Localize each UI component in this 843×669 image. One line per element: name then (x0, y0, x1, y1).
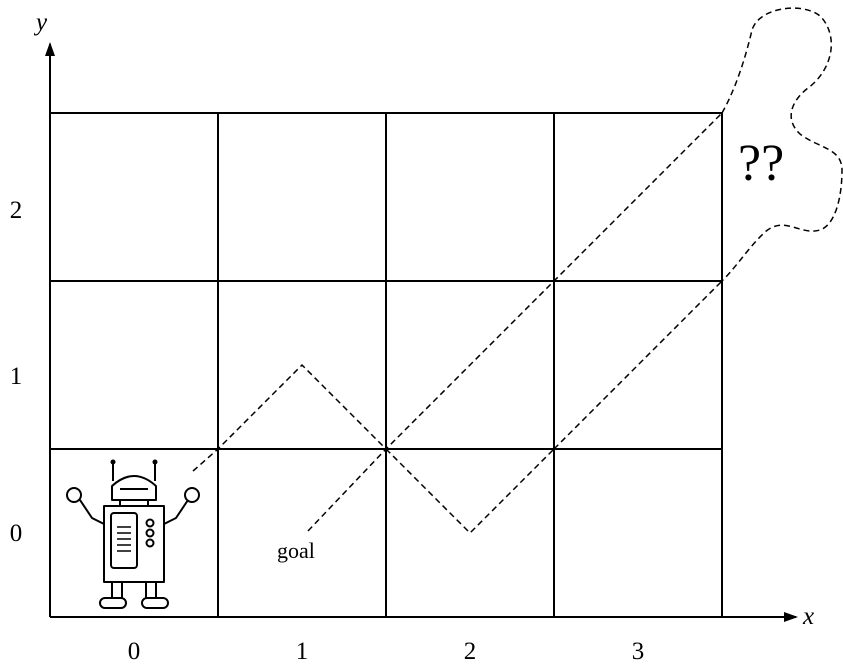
unknown-region-outline (721, 7, 843, 282)
x-tick-2: 2 (464, 638, 477, 665)
path-diagonal-lower (553, 280, 723, 450)
y-tick-1: 1 (10, 363, 23, 390)
x-tick-0: 0 (128, 638, 141, 665)
x-tick-1: 1 (296, 638, 309, 665)
path-diagonal-upper (307, 112, 723, 532)
path-zigzag-upper (192, 363, 387, 472)
y-tick-2: 2 (10, 197, 23, 224)
goal-label: goal (277, 538, 315, 563)
path-zigzag-lower (385, 448, 555, 535)
unknown-region-label: ?? (738, 135, 784, 192)
y-axis-label: y (33, 9, 48, 36)
x-tick-3: 3 (632, 638, 645, 665)
x-axis-label: x (802, 603, 814, 630)
robot-icon (66, 459, 200, 609)
y-tick-0: 0 (10, 520, 23, 547)
